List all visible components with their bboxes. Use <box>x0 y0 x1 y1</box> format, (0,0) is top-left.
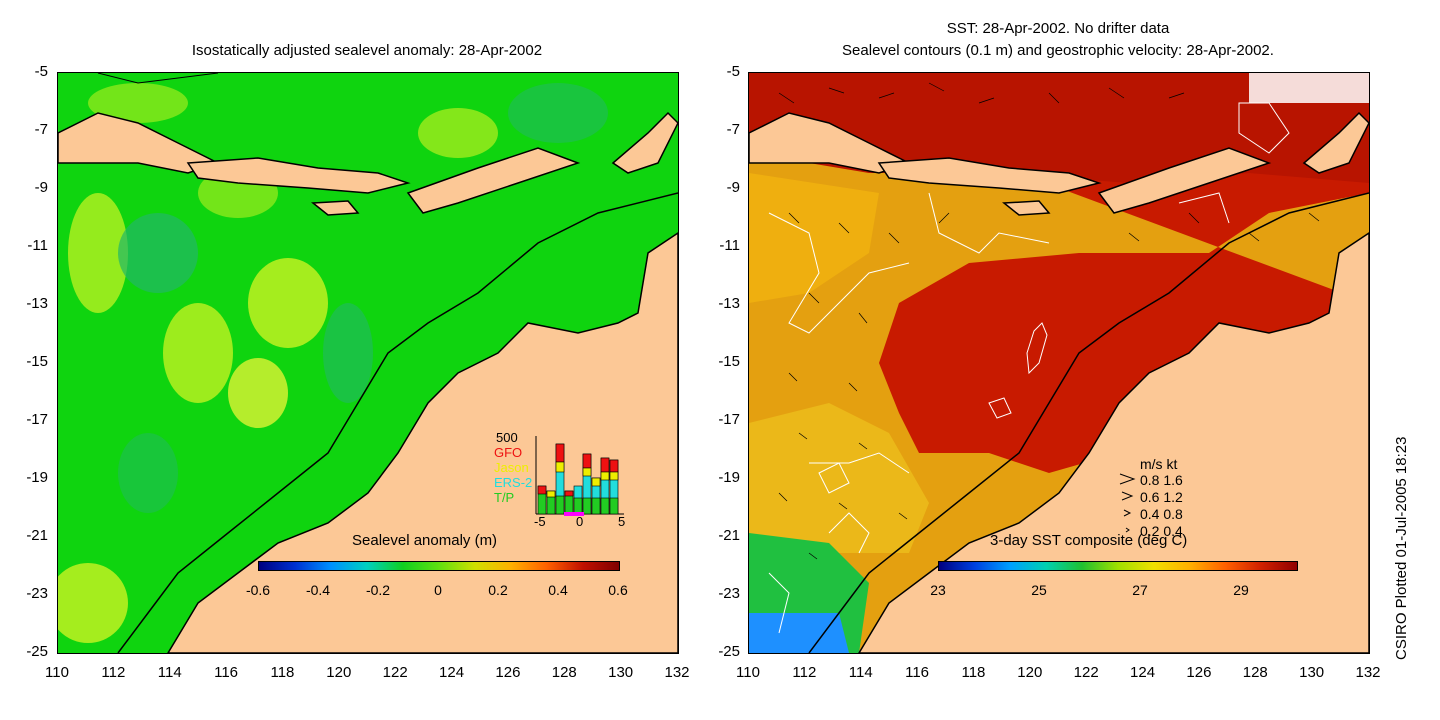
sst-map-graphic <box>749 73 1369 653</box>
y-axis-tick-label: -7 <box>726 121 740 138</box>
x-axis-tick-label: 130 <box>1299 664 1325 681</box>
y-axis-tick-label: -15 <box>718 353 740 370</box>
y-axis-tick-label: -17 <box>718 411 740 428</box>
velocity-legend-row: 0.2 0.4 <box>1140 523 1183 539</box>
sealevel-colorbar-tick: 0 <box>434 582 442 598</box>
y-axis-tick-label: -15 <box>26 353 48 370</box>
sealevel-colorbar-tick: 0.2 <box>488 582 508 598</box>
sst-colorbar <box>938 561 1298 571</box>
velocity-legend-row: 0.6 1.2 <box>1140 489 1183 505</box>
y-axis-tick-label: -9 <box>726 179 740 196</box>
sst-colorbar-label: 3-day SST composite (deg C) <box>990 532 1188 549</box>
x-axis-tick-label: 116 <box>214 664 239 681</box>
sealevel-anomaly-map-graphic <box>58 73 678 653</box>
sealevel-colorbar-tick: -0.4 <box>305 582 331 598</box>
y-axis-tick-label: -7 <box>34 121 48 138</box>
y-axis-tick-label: -17 <box>26 411 48 428</box>
x-axis-tick-label: 114 <box>157 664 182 681</box>
inset-satellite-tp: T/P <box>494 490 515 505</box>
sealevel-colorbar <box>258 561 620 571</box>
y-axis-tick-label: -9 <box>34 179 48 196</box>
x-axis-tick-label: 118 <box>270 664 295 681</box>
y-axis-tick-label: -5 <box>726 63 740 80</box>
plot-credit: CSIRO Plotted 01-Jul-2005 18:23 <box>1393 436 1410 660</box>
sealevel-anomaly-map[interactable] <box>57 72 679 654</box>
x-axis-tick-label: 110 <box>45 664 69 681</box>
x-axis-tick-label: 116 <box>905 664 930 681</box>
sealevel-colorbar-tick: 0.6 <box>608 582 628 598</box>
sealevel-colorbar-tick: -0.2 <box>365 582 391 598</box>
x-axis-tick-label: 124 <box>1130 664 1156 681</box>
x-axis-tick-label: 120 <box>1017 664 1043 681</box>
velocity-legend-arrows <box>1119 473 1136 533</box>
x-axis-tick-label: 120 <box>326 664 352 681</box>
y-axis-tick-label: -21 <box>718 527 740 544</box>
sst-colorbar-tick: 25 <box>1031 582 1047 598</box>
right-map-title-line1: SST: 28-Apr-2002. No drifter data <box>946 20 1170 37</box>
inset-satellite-gfo: GFO <box>494 445 523 460</box>
sealevel-colorbar-tick: 0.4 <box>548 582 568 598</box>
velocity-legend-row: 0.8 1.6 <box>1140 472 1183 488</box>
sst-colorbar-tick: 23 <box>930 582 946 598</box>
velocity-legend-row: 0.4 0.8 <box>1140 506 1183 522</box>
sealevel-colorbar-label: Sealevel anomaly (m) <box>352 532 498 549</box>
y-axis-tick-label: -25 <box>26 643 48 660</box>
y-axis-tick-label: -11 <box>719 237 740 254</box>
x-axis-tick-label: 110 <box>736 664 760 681</box>
inset-satellite-jason: Jason <box>494 460 529 475</box>
sst-colorbar-tick: 27 <box>1132 582 1148 598</box>
left-map-title: Isostatically adjusted sealevel anomaly:… <box>191 42 543 59</box>
inset-xtick: 0 <box>576 514 584 529</box>
y-axis-tick-label: -19 <box>26 469 48 486</box>
x-axis-tick-label: 122 <box>1073 664 1099 681</box>
x-axis-tick-label: 126 <box>495 664 521 681</box>
inset-histogram <box>535 436 624 516</box>
sst-colorbar-tick: 29 <box>1233 582 1249 598</box>
inset-satellite-ers2: ERS-2 <box>494 475 533 490</box>
x-axis-tick-label: 128 <box>1242 664 1268 681</box>
y-axis-tick-label: -11 <box>27 237 48 254</box>
x-axis-tick-label: 128 <box>551 664 577 681</box>
x-axis-tick-label: 132 <box>664 664 690 681</box>
right-map-title-line2: Sealevel contours (0.1 m) and geostrophi… <box>842 42 1274 59</box>
x-axis-tick-label: 122 <box>382 664 408 681</box>
y-axis-tick-label: -13 <box>26 295 48 312</box>
y-axis-tick-label: -19 <box>718 469 740 486</box>
x-axis-tick-label: 112 <box>792 664 817 681</box>
y-axis-tick-label: -23 <box>26 585 48 602</box>
y-axis-tick-label: -23 <box>718 585 740 602</box>
x-axis-tick-label: 126 <box>1186 664 1212 681</box>
inset-xtick: 5 <box>618 514 626 529</box>
y-axis-tick-label: -5 <box>34 63 48 80</box>
x-axis-tick-label: 112 <box>101 664 126 681</box>
inset-xtick: -5 <box>534 514 546 529</box>
velocity-legend-header: m/s kt <box>1140 456 1178 472</box>
x-axis-tick-label: 132 <box>1355 664 1381 681</box>
x-axis-tick-label: 118 <box>961 664 986 681</box>
x-axis-tick-label: 130 <box>608 664 634 681</box>
sst-map[interactable] <box>748 72 1370 654</box>
x-axis-tick-label: 114 <box>848 664 873 681</box>
sealevel-colorbar-tick: -0.6 <box>245 582 271 598</box>
inset-count-label: 500 <box>496 430 518 445</box>
y-axis-tick-label: -13 <box>718 295 740 312</box>
y-axis-tick-label: -25 <box>718 643 740 660</box>
x-axis-tick-label: 124 <box>439 664 465 681</box>
y-axis-tick-label: -21 <box>26 527 48 544</box>
